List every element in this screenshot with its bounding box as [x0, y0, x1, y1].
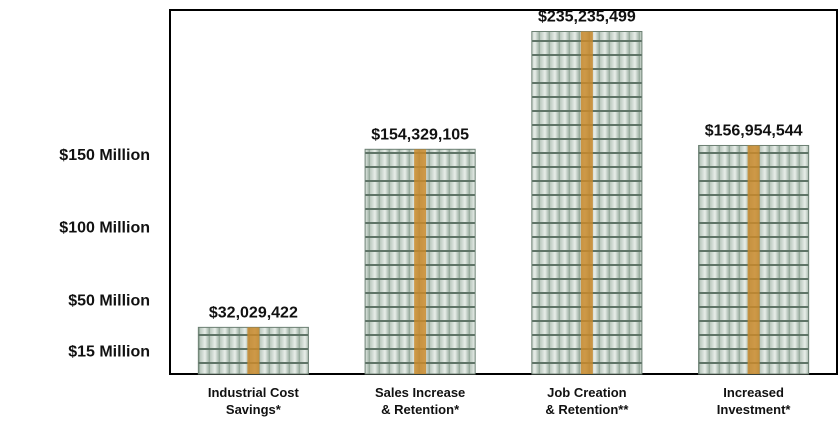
y-tick-label: $50 Million: [68, 292, 150, 309]
y-tick-label: $15 Million: [68, 343, 150, 360]
x-tick-label: Increased Investment*: [716, 385, 791, 417]
x-tick-label: Sales Increase & Retention*: [374, 385, 466, 417]
money-band: [580, 31, 593, 375]
plot-frame: [169, 9, 838, 375]
money-band: [247, 327, 260, 374]
y-tick-label: $150 Million: [59, 147, 150, 164]
value-label: $154,329,105: [371, 127, 469, 144]
x-tick-label: Job Creation & Retention**: [545, 385, 629, 417]
money-band: [747, 145, 760, 374]
money-band: [414, 149, 427, 374]
value-label: $32,029,422: [209, 305, 298, 322]
value-label: $156,954,544: [705, 123, 803, 140]
value-label: $235,235,499: [538, 9, 636, 26]
y-tick-label: $100 Million: [59, 220, 150, 237]
x-tick-label: Industrial Cost Savings*: [207, 385, 299, 417]
